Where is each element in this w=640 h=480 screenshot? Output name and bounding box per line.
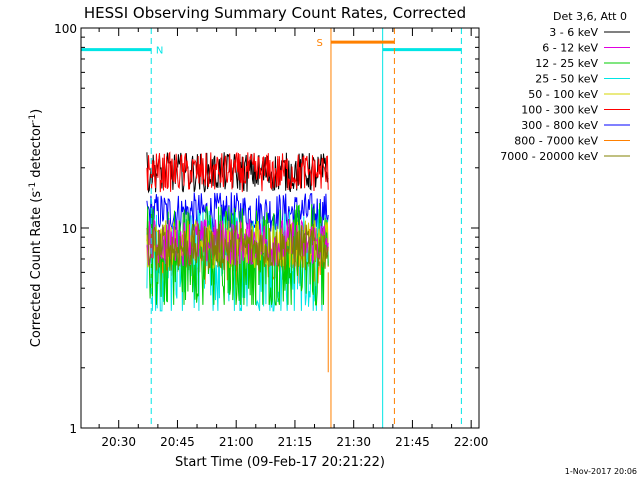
legend-label: 3 - 6 keV xyxy=(549,26,598,39)
legend-title: Det 3,6, Att 0 xyxy=(553,10,627,23)
legend-label: 6 - 12 keV xyxy=(542,42,598,55)
y-label-mid: detector xyxy=(29,122,44,182)
y-axis-label: Corrected Count Rate (s-1 detector-1) xyxy=(28,109,44,347)
y-tick-label: 1 xyxy=(69,422,77,436)
flag-label: S xyxy=(316,38,322,49)
x-axis: 20:30 20:45 21:00 21:15 21:30 21:45 22:00 xyxy=(98,28,489,449)
legend: 3 - 6 keV 6 - 12 keV 12 - 25 keV 25 - 50 ke… xyxy=(500,26,630,163)
y-label-sup2: -1 xyxy=(28,114,38,123)
series-line xyxy=(146,223,329,272)
series-layer xyxy=(146,151,329,373)
y-label-main: Corrected Count Rate (s xyxy=(29,191,44,348)
legend-label: 12 - 25 keV xyxy=(535,57,598,70)
x-tick-label: 21:00 xyxy=(219,435,254,449)
x-tick-label: 20:30 xyxy=(101,435,136,449)
footer-date: 1-Nov-2017 20:06 xyxy=(565,467,637,476)
x-tick-label: 21:45 xyxy=(395,435,430,449)
y-label-sup1: -1 xyxy=(28,182,38,191)
legend-label: 50 - 100 keV xyxy=(528,88,598,101)
y-tick-label: 10 xyxy=(62,222,77,236)
legend-label: 800 - 7000 keV xyxy=(514,135,598,148)
legend-label: 25 - 50 keV xyxy=(535,73,598,86)
y-label-end: ) xyxy=(29,109,44,114)
flag-label: N xyxy=(156,46,163,57)
y-tick-label: 100 xyxy=(54,22,77,36)
x-tick-label: 21:15 xyxy=(278,435,313,449)
series-line xyxy=(146,151,329,193)
legend-label: 7000 - 20000 keV xyxy=(500,150,598,163)
x-axis-label: Start Time (09-Feb-17 20:21:22) xyxy=(175,455,385,470)
chart-title: HESSI Observing Summary Count Rates, Cor… xyxy=(84,4,466,22)
y-axis: 1 10 100 xyxy=(54,22,479,436)
legend-label: 100 - 300 keV xyxy=(521,104,598,117)
x-tick-label: 22:00 xyxy=(454,435,489,449)
x-tick-label: 20:45 xyxy=(160,435,195,449)
x-tick-label: 21:30 xyxy=(336,435,371,449)
legend-label: 300 - 800 keV xyxy=(521,119,598,132)
